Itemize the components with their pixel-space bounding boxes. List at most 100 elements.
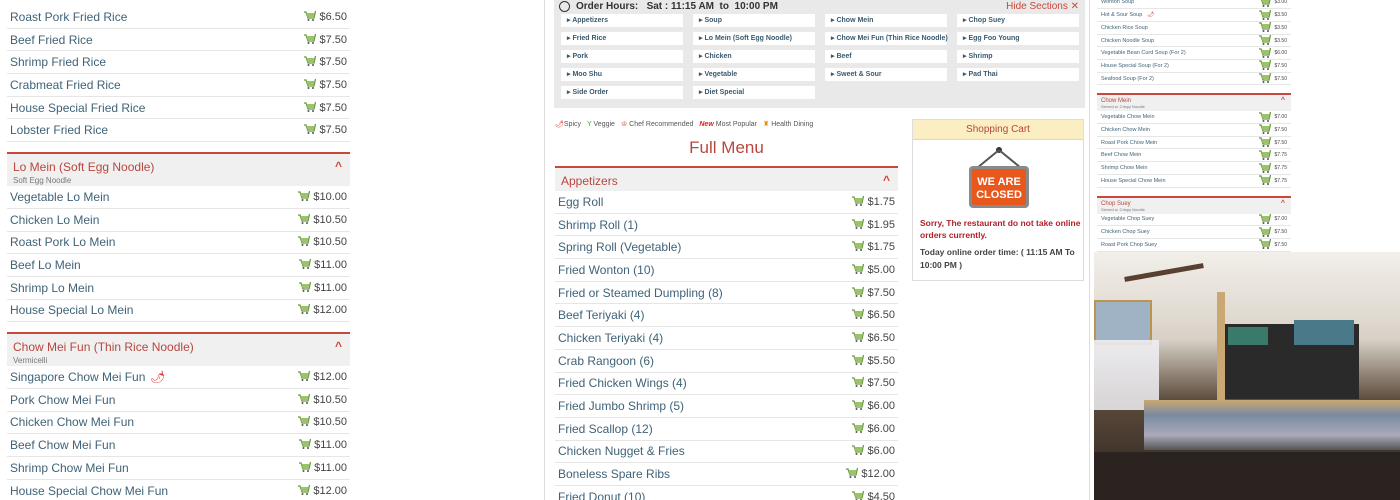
item-name[interactable]: Spring Roll (Vegetable) <box>558 240 681 254</box>
item-price[interactable]: $7.75 <box>1258 162 1287 175</box>
item-name[interactable]: Seafood Soup (For 2) <box>1101 76 1154 82</box>
section-link[interactable]: ▸ Appetizers <box>561 14 683 27</box>
menu-item[interactable]: Wonton Soup $3.00 <box>1097 0 1291 10</box>
menu-item[interactable]: Shrimp Lo Mein $11.00 <box>7 276 350 300</box>
item-price[interactable]: $12.00 <box>297 484 347 498</box>
add-to-cart-icon[interactable] <box>1258 9 1272 22</box>
menu-item[interactable]: Lobster Fried Rice $7.50 <box>7 119 350 143</box>
add-to-cart-icon[interactable] <box>1258 34 1272 47</box>
item-name[interactable]: House Special Lo Mein <box>10 303 133 317</box>
section-link[interactable]: ▸ Egg Foo Young <box>957 32 1079 45</box>
add-to-cart-icon[interactable] <box>1258 136 1272 149</box>
menu-item[interactable]: Shrimp Fried Rice $7.50 <box>7 51 350 75</box>
menu-item[interactable]: Vegetable Chow Mein $7.00 <box>1097 111 1291 125</box>
add-to-cart-icon[interactable] <box>297 190 311 204</box>
item-name[interactable]: Vegetable Bean Curd Soup (For 2) <box>1101 50 1186 56</box>
add-to-cart-icon[interactable] <box>1258 226 1272 239</box>
section-header[interactable]: Chop Suey Served w. Crispy Noodle ^ <box>1097 195 1291 214</box>
menu-item[interactable]: Egg Roll $1.75 <box>555 191 898 214</box>
item-price[interactable]: $6.00 <box>851 422 895 436</box>
item-price[interactable]: $7.50 <box>851 286 895 300</box>
menu-item[interactable]: Fried Wonton (10) $5.00 <box>555 259 898 282</box>
menu-item[interactable]: Beef Chow Mei Fun $11.00 <box>7 434 350 457</box>
section-link[interactable]: ▸ Chow Mei Fun (Thin Rice Noodle) <box>825 32 948 45</box>
item-name[interactable]: Shrimp Lo Mein <box>10 281 94 295</box>
section-link[interactable]: ▸ Side Order <box>561 86 683 99</box>
item-price[interactable]: $7.75 <box>1258 149 1287 162</box>
item-price[interactable]: $6.50 <box>303 10 347 24</box>
item-price[interactable]: $6.50 <box>851 308 895 322</box>
menu-item[interactable]: Vegetable Chop Suey $7.00 <box>1097 213 1291 227</box>
menu-item[interactable]: Crab Rangoon (6) $5.50 <box>555 349 898 373</box>
item-price[interactable]: $7.50 <box>1258 226 1287 239</box>
add-to-cart-icon[interactable] <box>851 286 865 300</box>
add-to-cart-icon[interactable] <box>851 376 865 390</box>
add-to-cart-icon[interactable] <box>303 78 317 92</box>
menu-item[interactable]: Chicken Chow Mei Fun $10.50 <box>7 411 350 435</box>
item-price[interactable]: $5.50 <box>851 354 895 368</box>
item-price[interactable]: $7.50 <box>1258 72 1287 85</box>
add-to-cart-icon[interactable] <box>845 467 859 481</box>
item-price[interactable]: $4.50 <box>851 490 895 500</box>
section-link[interactable]: ▸ Chicken <box>693 50 815 63</box>
menu-item[interactable]: Chicken Chop Suey $7.50 <box>1097 226 1291 239</box>
menu-item[interactable]: Hot & Sour Soup 🌶 $3.50 <box>1097 9 1291 22</box>
chevron-up-icon[interactable]: ^ <box>1280 199 1285 207</box>
add-to-cart-icon[interactable] <box>297 303 311 317</box>
item-name[interactable]: House Special Chow Mei Fun <box>10 484 168 498</box>
add-to-cart-icon[interactable] <box>1258 47 1272 60</box>
menu-item[interactable]: Seafood Soup (For 2) $7.50 <box>1097 72 1291 86</box>
item-name[interactable]: Fried Jumbo Shrimp (5) <box>558 399 684 413</box>
menu-item[interactable]: Crabmeat Fried Rice $7.50 <box>7 74 350 97</box>
add-to-cart-icon[interactable] <box>303 33 317 47</box>
item-name[interactable]: Beef Fried Rice <box>10 33 93 47</box>
section-link[interactable]: ▸ Moo Shu <box>561 68 683 81</box>
item-price[interactable]: $10.50 <box>297 213 347 227</box>
item-price[interactable]: $7.50 <box>303 123 347 137</box>
item-name[interactable]: Shrimp Fried Rice <box>10 55 106 69</box>
item-price[interactable]: $6.00 <box>851 399 895 413</box>
menu-item[interactable]: Chicken Rice Soup $3.50 <box>1097 21 1291 35</box>
menu-item[interactable]: Beef Fried Rice $7.50 <box>7 28 350 52</box>
item-price[interactable]: $1.75 <box>851 195 895 209</box>
item-price[interactable]: $3.50 <box>1258 21 1287 34</box>
add-to-cart-icon[interactable] <box>1258 149 1272 162</box>
add-to-cart-icon[interactable] <box>297 393 311 407</box>
section-link[interactable]: ▸ Soup <box>693 14 815 27</box>
item-name[interactable]: Pork Chow Mei Fun <box>10 393 115 407</box>
menu-item[interactable]: Chicken Noodle Soup $3.50 <box>1097 34 1291 48</box>
menu-item[interactable]: House Special Fried Rice $7.50 <box>7 96 350 120</box>
item-name[interactable]: Lobster Fried Rice <box>10 123 108 137</box>
item-price[interactable]: $7.50 <box>1258 238 1287 251</box>
menu-item[interactable]: House Special Soup (For 2) $7.50 <box>1097 60 1291 73</box>
add-to-cart-icon[interactable] <box>851 422 865 436</box>
add-to-cart-icon[interactable] <box>851 218 865 232</box>
item-price[interactable]: $7.50 <box>1258 59 1287 72</box>
item-name[interactable]: Roast Pork Lo Mein <box>10 235 115 249</box>
menu-item[interactable]: Chicken Teriyaki (4) $6.50 <box>555 327 898 350</box>
item-name[interactable]: Chicken Lo Mein <box>10 213 99 227</box>
item-name[interactable]: Hot & Sour Soup 🌶 <box>1101 12 1154 18</box>
add-to-cart-icon[interactable] <box>1258 162 1272 175</box>
item-name[interactable]: Chicken Teriyaki (4) <box>558 331 663 345</box>
item-price[interactable]: $3.50 <box>1258 9 1287 22</box>
add-to-cart-icon[interactable] <box>297 213 311 227</box>
item-price[interactable]: $10.50 <box>297 235 347 249</box>
item-price[interactable]: $6.00 <box>851 444 895 458</box>
section-link[interactable]: ▸ Chop Suey <box>957 14 1079 27</box>
add-to-cart-icon[interactable] <box>1258 21 1272 34</box>
item-name[interactable]: Roast Pork Fried Rice <box>10 10 127 24</box>
item-price[interactable]: $7.50 <box>303 33 347 47</box>
menu-item[interactable]: Roast Pork Chop Suey $7.50 <box>1097 238 1291 252</box>
item-price[interactable]: $11.00 <box>298 438 347 452</box>
item-name[interactable]: Fried Scallop (12) <box>558 422 653 436</box>
item-price[interactable]: $7.50 <box>1258 136 1287 149</box>
add-to-cart-icon[interactable] <box>1258 59 1272 72</box>
menu-item[interactable]: Roast Pork Lo Mein $10.50 <box>7 231 350 255</box>
item-price[interactable]: $1.75 <box>851 240 895 254</box>
section-link[interactable]: ▸ Beef <box>825 50 947 63</box>
add-to-cart-icon[interactable] <box>851 240 865 254</box>
menu-item[interactable]: Fried or Steamed Dumpling (8) $7.50 <box>555 281 898 305</box>
section-header[interactable]: Lo Mein (Soft Egg Noodle) Soft Egg Noodle… <box>7 152 350 187</box>
item-name[interactable]: Chicken Rice Soup <box>1101 25 1148 31</box>
